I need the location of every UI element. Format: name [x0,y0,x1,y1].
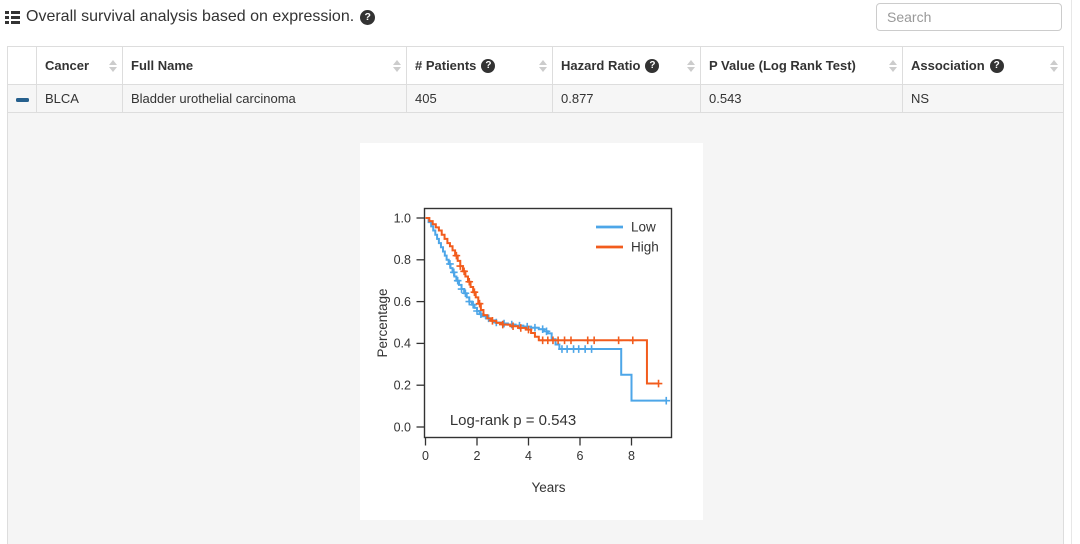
toolbar: Overall survival analysis based on expre… [0,0,1080,46]
cell-hazard-ratio: 0.877 [552,84,701,113]
header-p-value[interactable]: P Value (Log Rank Test) [700,46,903,85]
sort-icon [1050,59,1058,72]
cell-full-name: Bladder urothelial carcinoma [122,84,407,113]
expand-cell [7,84,37,113]
table-row: BLCA Bladder urothelial carcinoma 405 0.… [7,84,1064,113]
search-input[interactable] [876,3,1062,31]
hazard-ratio-help-icon[interactable]: ? [645,58,660,73]
sort-icon [393,59,401,72]
sort-icon [889,59,897,72]
svg-text:0.4: 0.4 [394,337,411,351]
sort-icon [687,59,695,72]
svg-text:1.0: 1.0 [394,211,411,225]
svg-text:8: 8 [628,449,635,463]
header-full-name[interactable]: Full Name [122,46,407,85]
page-title: Overall survival analysis based on expre… [26,8,355,25]
svg-text:0.2: 0.2 [394,379,411,393]
svg-text:0.6: 0.6 [394,295,411,309]
header-hazard-ratio[interactable]: Hazard Ratio ? [552,46,701,85]
cell-cancer: BLCA [36,84,123,113]
header-cancer[interactable]: Cancer [36,46,123,85]
svg-text:0.8: 0.8 [394,253,411,267]
sort-icon [109,59,117,72]
svg-text:0: 0 [422,449,429,463]
svg-text:0.0: 0.0 [394,420,411,434]
svg-text:4: 4 [525,449,532,463]
survival-table: Cancer Full Name # Patients ? Hazard Rat… [7,46,1064,544]
patients-help-icon[interactable]: ? [481,58,496,73]
header-association[interactable]: Association ? [902,46,1064,85]
table-header-row: Cancer Full Name # Patients ? Hazard Rat… [7,46,1064,85]
cell-patients: 405 [406,84,553,113]
detail-row: 0.0 0.2 0.4 0.6 0.8 1.0 0 2 4 6 8 Percentage Years Lo… [7,112,1064,544]
svg-text:Years: Years [531,480,565,495]
cell-association: NS [902,84,1064,113]
list-icon [5,10,20,24]
page-title-wrap: Overall survival analysis based on expre… [5,8,376,26]
svg-text:6: 6 [577,449,584,463]
header-expand [7,46,37,85]
svg-text:Low: Low [631,220,656,235]
svg-text:2: 2 [474,449,481,463]
svg-text:Log-rank p = 0.543: Log-rank p = 0.543 [450,412,576,429]
km-plot-svg: 0.0 0.2 0.4 0.6 0.8 1.0 0 2 4 6 8 Percentage Years Lo… [375,207,673,495]
svg-text:High: High [631,240,659,255]
svg-text:Percentage: Percentage [375,288,390,357]
association-help-icon[interactable]: ? [989,58,1004,73]
detail-cell: 0.0 0.2 0.4 0.6 0.8 1.0 0 2 4 6 8 Percentage Years Lo… [7,112,1064,544]
collapse-row-button[interactable] [16,97,29,102]
panel-edge-line [1071,0,1072,544]
cell-p-value: 0.543 [700,84,903,113]
header-patients[interactable]: # Patients ? [406,46,553,85]
title-help-icon[interactable]: ? [360,9,376,25]
km-plot-panel: 0.0 0.2 0.4 0.6 0.8 1.0 0 2 4 6 8 Percentage Years Lo… [360,143,703,520]
sort-icon [539,59,547,72]
